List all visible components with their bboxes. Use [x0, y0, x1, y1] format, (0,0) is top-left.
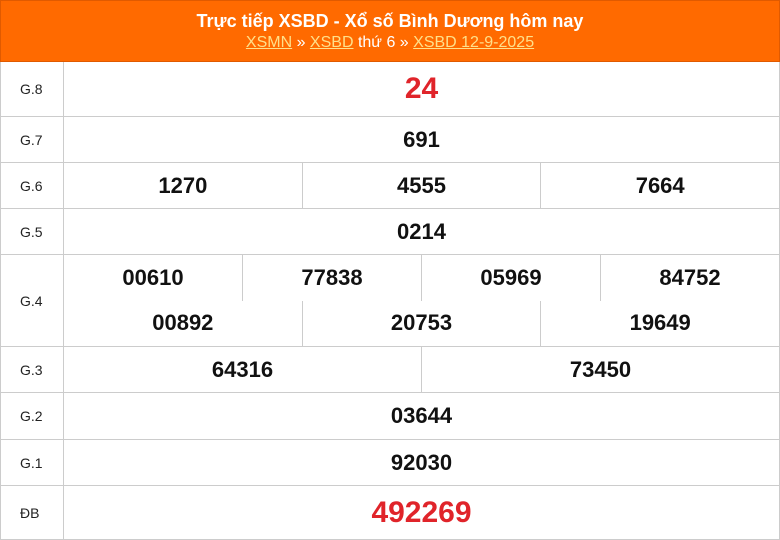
prize-subrow: 00610 77838 05969 84752 [64, 255, 779, 301]
prize-label: G.1 [1, 440, 64, 485]
prize-values: 492269 [64, 486, 779, 539]
prize-number: 73450 [569, 356, 632, 382]
prize-row: G.2 03644 [0, 393, 780, 440]
prize-values: 64316 73450 [64, 347, 779, 392]
prize-label: G.8 [1, 62, 64, 116]
prize-values: 92030 [64, 440, 779, 485]
prize-row: G.1 92030 [0, 440, 780, 486]
results-header: Trực tiếp XSBD - Xổ số Bình Dương hôm na… [0, 0, 780, 62]
prize-number: 0214 [397, 218, 446, 244]
prize-subrow: 03644 [64, 393, 779, 439]
prize-values: 00610 77838 05969 84752 00892 20753 19649 [64, 255, 779, 346]
prize-row: G.4 00610 77838 05969 84752 00892 20753 19649 [0, 255, 780, 347]
prize-subrow: 1270 4555 7664 [64, 163, 779, 208]
prize-number: 84752 [659, 264, 721, 290]
prize-subrow: 00892 20753 19649 [64, 300, 779, 346]
results-table: G.8 24 G.7 691 G.6 1270 4555 7664 G.5 0214 G.4 0061… [0, 62, 780, 540]
prize-values: 691 [64, 117, 779, 162]
prize-number: 7664 [635, 172, 685, 198]
prize-row: G.6 1270 4555 7664 [0, 163, 780, 209]
prize-row: G.3 64316 73450 [0, 347, 780, 393]
prize-number: 77838 [243, 255, 422, 301]
prize-label: G.5 [1, 209, 64, 254]
prize-number: 92030 [390, 449, 453, 475]
prize-row: G.7 691 [0, 117, 780, 163]
prize-row: G.8 24 [0, 62, 780, 117]
breadcrumb: XSMN » XSBD thứ 6 » XSBD 12-9-2025 [1, 32, 779, 53]
prize-number: 05969 [422, 255, 601, 301]
prize-label: ĐB [1, 486, 64, 539]
prize-number: 4555 [303, 163, 542, 208]
breadcrumb-xsbd-link[interactable]: XSBD [309, 34, 354, 51]
prize-row: ĐB 492269 [0, 486, 780, 540]
prize-number: 1270 [64, 163, 303, 208]
breadcrumb-text: thứ 6 » [353, 34, 414, 51]
breadcrumb-xsmn-link[interactable]: XSMN [245, 34, 293, 51]
breadcrumb-separator: » [292, 34, 310, 51]
prize-values: 1270 4555 7664 [64, 163, 779, 208]
prize-number: 492269 [371, 495, 472, 529]
prize-subrow: 691 [64, 117, 779, 162]
prize-number: 19649 [629, 310, 691, 336]
prize-number: 03644 [390, 403, 453, 428]
prize-number: 00892 [64, 300, 303, 346]
prize-row: G.5 0214 [0, 209, 780, 255]
breadcrumb-date-link[interactable]: XSBD 12-9-2025 [413, 34, 535, 51]
prize-subrow: 64316 73450 [64, 347, 779, 392]
page-title: Trực tiếp XSBD - Xổ số Bình Dương hôm na… [196, 11, 584, 31]
prize-number: 00610 [64, 255, 243, 301]
prize-values: 0214 [64, 209, 779, 254]
prize-values: 03644 [64, 393, 779, 439]
prize-label: G.3 [1, 347, 64, 392]
prize-subrow: 492269 [64, 486, 779, 539]
prize-number: 20753 [303, 300, 542, 346]
prize-subrow: 24 [64, 62, 779, 116]
prize-label: G.2 [1, 393, 64, 439]
prize-number: 64316 [64, 347, 422, 392]
prize-label: G.7 [1, 117, 64, 162]
prize-values: 24 [64, 62, 779, 116]
prize-number: 691 [403, 126, 440, 152]
prize-label: G.6 [1, 163, 64, 208]
prize-subrow: 92030 [64, 440, 779, 485]
prize-label: G.4 [1, 255, 64, 346]
prize-subrow: 0214 [64, 209, 779, 254]
prize-number: 24 [404, 72, 439, 105]
